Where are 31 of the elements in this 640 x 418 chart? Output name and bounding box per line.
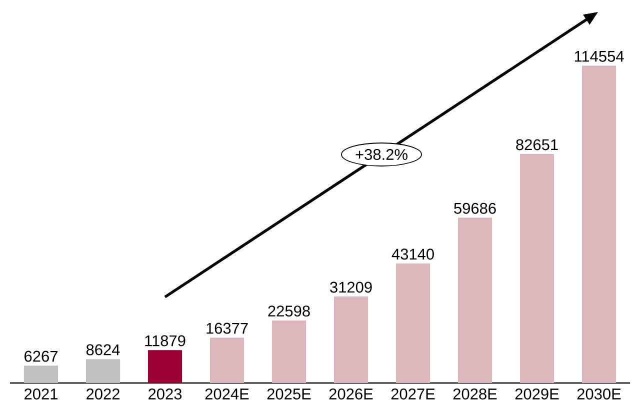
bar: [148, 350, 182, 383]
data-label: 31209: [330, 282, 372, 293]
data-label: 8624: [86, 344, 120, 356]
x-tick-label: 2030E: [577, 388, 621, 400]
x-tick-label: 2025E: [267, 388, 311, 400]
bar: [86, 359, 120, 383]
x-tick-label: 2021: [24, 388, 58, 400]
data-label: 11879: [145, 335, 186, 346]
x-tick-label: 2024E: [205, 388, 249, 400]
x-tick-label: 2023: [148, 388, 182, 400]
bar: [24, 366, 58, 383]
bar: [520, 154, 554, 383]
data-label: 6267: [24, 350, 58, 362]
x-tick-label: 2028E: [453, 388, 497, 400]
bar: [272, 320, 306, 383]
bar: [210, 338, 244, 383]
bar: [334, 296, 368, 383]
data-label: 22598: [268, 306, 310, 317]
bar: [582, 66, 616, 383]
data-label: 16377: [206, 322, 248, 334]
data-label: 114554: [574, 51, 624, 62]
data-label: 82651: [516, 139, 558, 150]
bar: [458, 218, 492, 383]
data-label: 59686: [454, 202, 496, 214]
annotation: +38.2%: [356, 149, 408, 160]
x-tick-label: 2026E: [329, 388, 373, 400]
bar: [396, 264, 430, 383]
x-tick-label: 2022: [86, 388, 120, 400]
x-tick-label: 2029E: [515, 388, 559, 400]
x-tick-label: 2027E: [391, 388, 435, 400]
data-label: 43140: [392, 248, 434, 260]
